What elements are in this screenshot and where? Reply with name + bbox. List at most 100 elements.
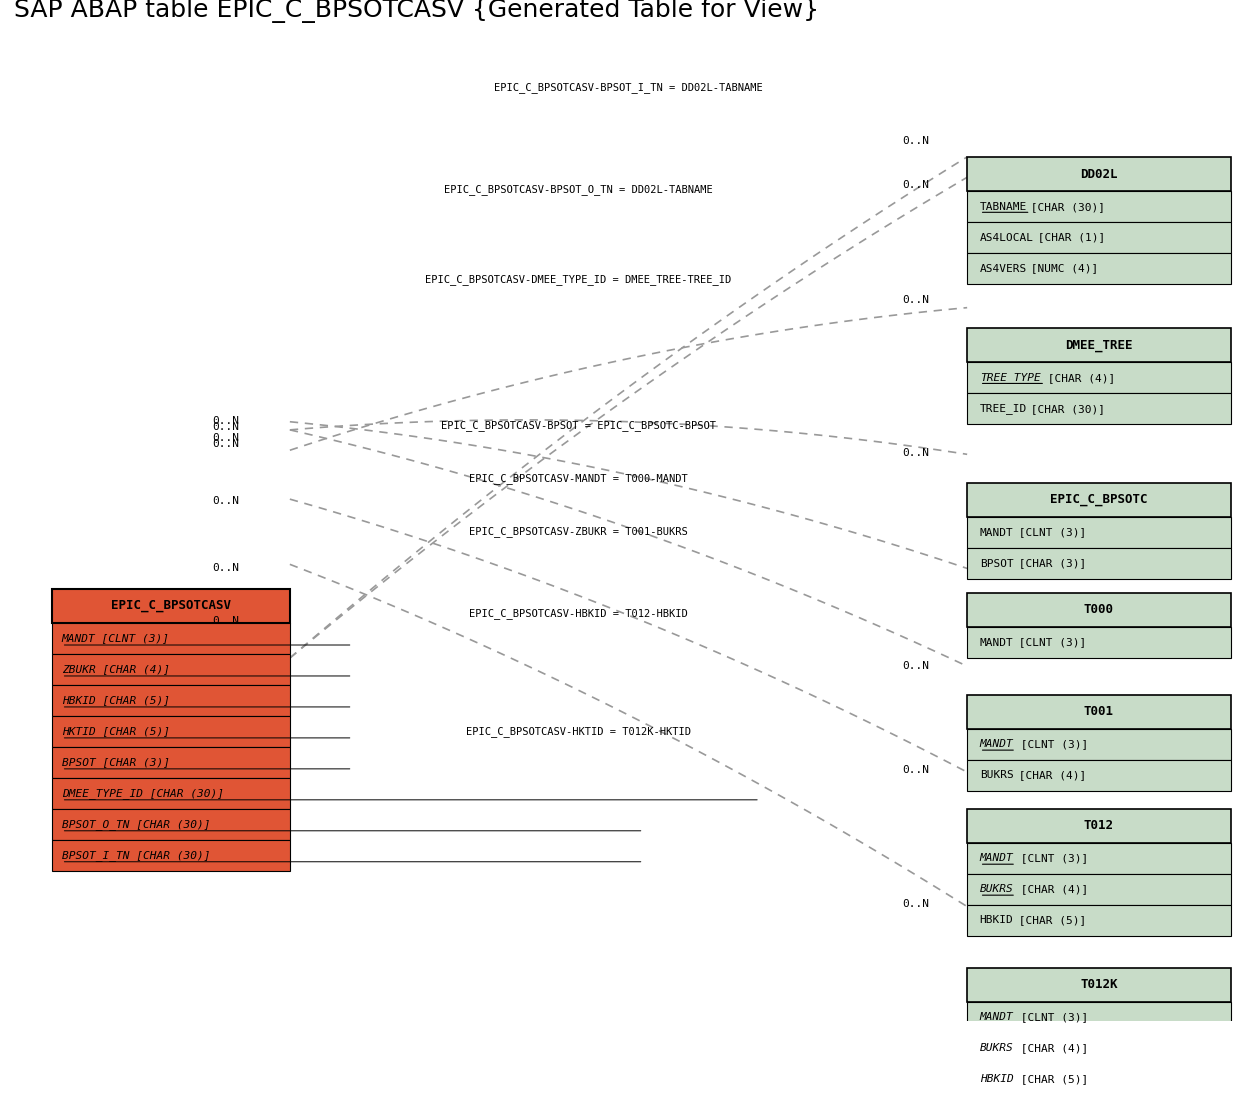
Text: 0..N: 0..N — [212, 495, 240, 506]
Text: 0..N: 0..N — [212, 416, 240, 426]
Text: BPSOT_I_TN [CHAR (30)]: BPSOT_I_TN [CHAR (30)] — [62, 849, 210, 860]
Text: TREE_ID: TREE_ID — [979, 404, 1027, 414]
Text: 0..N: 0..N — [212, 433, 240, 443]
Text: ZBUKR [CHAR (4)]: ZBUKR [CHAR (4)] — [62, 664, 170, 674]
FancyBboxPatch shape — [967, 729, 1231, 760]
FancyBboxPatch shape — [967, 548, 1231, 579]
FancyBboxPatch shape — [967, 843, 1231, 874]
Text: EPIC_C_BPSOTCASV-BPSOT = EPIC_C_BPSOTC-BPSOT: EPIC_C_BPSOTCASV-BPSOT = EPIC_C_BPSOTC-B… — [441, 420, 715, 431]
Text: BUKRS: BUKRS — [979, 1043, 1013, 1053]
Text: 0..N: 0..N — [903, 136, 929, 146]
Text: AS4VERS: AS4VERS — [979, 264, 1027, 274]
FancyBboxPatch shape — [52, 808, 290, 839]
FancyBboxPatch shape — [52, 747, 290, 778]
Text: [CLNT (3)]: [CLNT (3)] — [1013, 1013, 1087, 1022]
Text: EPIC_C_BPSOTCASV-BPSOT_O_TN = DD02L-TABNAME: EPIC_C_BPSOTCASV-BPSOT_O_TN = DD02L-TABN… — [444, 184, 713, 195]
Text: EPIC_C_BPSOTCASV-DMEE_TYPE_ID = DMEE_TREE-TREE_ID: EPIC_C_BPSOTCASV-DMEE_TYPE_ID = DMEE_TRE… — [425, 274, 732, 285]
Text: [CLNT (3)]: [CLNT (3)] — [1012, 527, 1086, 537]
FancyBboxPatch shape — [967, 393, 1231, 425]
Text: BPSOT: BPSOT — [979, 558, 1013, 568]
Text: 0..N: 0..N — [903, 448, 929, 458]
Text: [CHAR (5)]: [CHAR (5)] — [1012, 915, 1086, 925]
Text: HBKID [CHAR (5)]: HBKID [CHAR (5)] — [62, 695, 170, 706]
FancyBboxPatch shape — [967, 904, 1231, 936]
Text: MANDT: MANDT — [979, 638, 1013, 647]
Text: EPIC_C_BPSOTCASV-ZBUKR = T001-BUKRS: EPIC_C_BPSOTCASV-ZBUKR = T001-BUKRS — [469, 526, 688, 537]
Text: 0..N: 0..N — [212, 439, 240, 449]
Text: T000: T000 — [1084, 603, 1114, 617]
FancyBboxPatch shape — [52, 685, 290, 716]
Text: HBKID: HBKID — [979, 1074, 1013, 1084]
Text: TREE_TYPE: TREE_TYPE — [979, 373, 1041, 383]
FancyBboxPatch shape — [52, 654, 290, 685]
Text: BPSOT [CHAR (3)]: BPSOT [CHAR (3)] — [62, 758, 170, 768]
Text: [CHAR (30)]: [CHAR (30)] — [1024, 404, 1105, 414]
FancyBboxPatch shape — [52, 589, 290, 623]
FancyBboxPatch shape — [967, 628, 1231, 658]
Text: [CHAR (30)]: [CHAR (30)] — [1024, 202, 1105, 212]
FancyBboxPatch shape — [967, 1002, 1231, 1032]
Text: EPIC_C_BPSOTCASV-HKTID = T012K-HKTID: EPIC_C_BPSOTCASV-HKTID = T012K-HKTID — [466, 726, 691, 737]
Text: 0..N: 0..N — [212, 564, 240, 574]
Text: EPIC_C_BPSOTCASV-HBKID = T012-HBKID: EPIC_C_BPSOTCASV-HBKID = T012-HBKID — [469, 608, 688, 619]
Text: HKTID [CHAR (5)]: HKTID [CHAR (5)] — [62, 727, 170, 737]
Text: [CHAR (3)]: [CHAR (3)] — [1012, 558, 1086, 568]
FancyBboxPatch shape — [967, 517, 1231, 548]
Text: 0..N: 0..N — [903, 181, 929, 191]
FancyBboxPatch shape — [967, 1032, 1231, 1064]
Text: 0..N: 0..N — [903, 899, 929, 909]
Text: EPIC_C_BPSOTCASV: EPIC_C_BPSOTCASV — [111, 599, 231, 612]
FancyBboxPatch shape — [967, 253, 1231, 283]
Text: AS4LOCAL: AS4LOCAL — [979, 233, 1033, 243]
Text: BUKRS: BUKRS — [979, 770, 1013, 781]
Text: BPSOT_O_TN [CHAR (30)]: BPSOT_O_TN [CHAR (30)] — [62, 818, 210, 829]
Text: [CHAR (4)]: [CHAR (4)] — [1013, 885, 1087, 895]
Text: 0..N: 0..N — [903, 661, 929, 672]
Text: 0..N: 0..N — [212, 422, 240, 432]
Text: [CLNT (3)]: [CLNT (3)] — [1013, 854, 1087, 864]
Text: MANDT: MANDT — [979, 1013, 1013, 1022]
FancyBboxPatch shape — [967, 592, 1231, 628]
Text: EPIC_C_BPSOTCASV-MANDT = T000-MANDT: EPIC_C_BPSOTCASV-MANDT = T000-MANDT — [469, 473, 688, 484]
Text: MANDT: MANDT — [979, 739, 1013, 749]
FancyBboxPatch shape — [967, 157, 1231, 191]
Text: [CLNT (3)]: [CLNT (3)] — [1013, 739, 1087, 749]
Text: [CLNT (3)]: [CLNT (3)] — [1012, 638, 1086, 647]
FancyBboxPatch shape — [967, 362, 1231, 393]
Text: 0..N: 0..N — [903, 765, 929, 775]
Text: [CHAR (4)]: [CHAR (4)] — [1041, 373, 1115, 383]
Text: MANDT: MANDT — [979, 527, 1013, 537]
Text: EPIC_C_BPSOTCASV-BPSOT_I_TN = DD02L-TABNAME: EPIC_C_BPSOTCASV-BPSOT_I_TN = DD02L-TABN… — [494, 83, 763, 93]
FancyBboxPatch shape — [967, 483, 1231, 517]
FancyBboxPatch shape — [52, 623, 290, 654]
Text: DMEE_TREE: DMEE_TREE — [1065, 339, 1133, 352]
FancyBboxPatch shape — [967, 1064, 1231, 1095]
Text: DMEE_TYPE_ID [CHAR (30)]: DMEE_TYPE_ID [CHAR (30)] — [62, 788, 224, 799]
Text: MANDT [CLNT (3)]: MANDT [CLNT (3)] — [62, 633, 170, 643]
Text: SAP ABAP table EPIC_C_BPSOTCASV {Generated Table for View}: SAP ABAP table EPIC_C_BPSOTCASV {Generat… — [14, 0, 820, 23]
FancyBboxPatch shape — [52, 778, 290, 808]
Text: [CHAR (4)]: [CHAR (4)] — [1012, 770, 1086, 781]
Text: [CHAR (1)]: [CHAR (1)] — [1031, 233, 1105, 243]
FancyBboxPatch shape — [967, 760, 1231, 791]
Text: HBKID: HBKID — [979, 915, 1013, 925]
Text: EPIC_C_BPSOTC: EPIC_C_BPSOTC — [1050, 493, 1148, 506]
FancyBboxPatch shape — [52, 716, 290, 747]
Text: [CHAR (4)]: [CHAR (4)] — [1013, 1043, 1087, 1053]
Text: [NUMC (4)]: [NUMC (4)] — [1024, 264, 1099, 274]
Text: 0..N: 0..N — [903, 295, 929, 304]
FancyBboxPatch shape — [967, 808, 1231, 843]
Text: T012K: T012K — [1080, 978, 1117, 992]
FancyBboxPatch shape — [967, 1095, 1231, 1103]
FancyBboxPatch shape — [967, 695, 1231, 729]
FancyBboxPatch shape — [967, 967, 1231, 1002]
FancyBboxPatch shape — [967, 328, 1231, 362]
Text: [CHAR (5)]: [CHAR (5)] — [1013, 1074, 1087, 1084]
Text: BUKRS: BUKRS — [979, 885, 1013, 895]
FancyBboxPatch shape — [52, 839, 290, 870]
FancyBboxPatch shape — [967, 874, 1231, 904]
FancyBboxPatch shape — [967, 222, 1231, 253]
Text: T012: T012 — [1084, 820, 1114, 833]
Text: T001: T001 — [1084, 705, 1114, 718]
Text: MANDT: MANDT — [979, 854, 1013, 864]
